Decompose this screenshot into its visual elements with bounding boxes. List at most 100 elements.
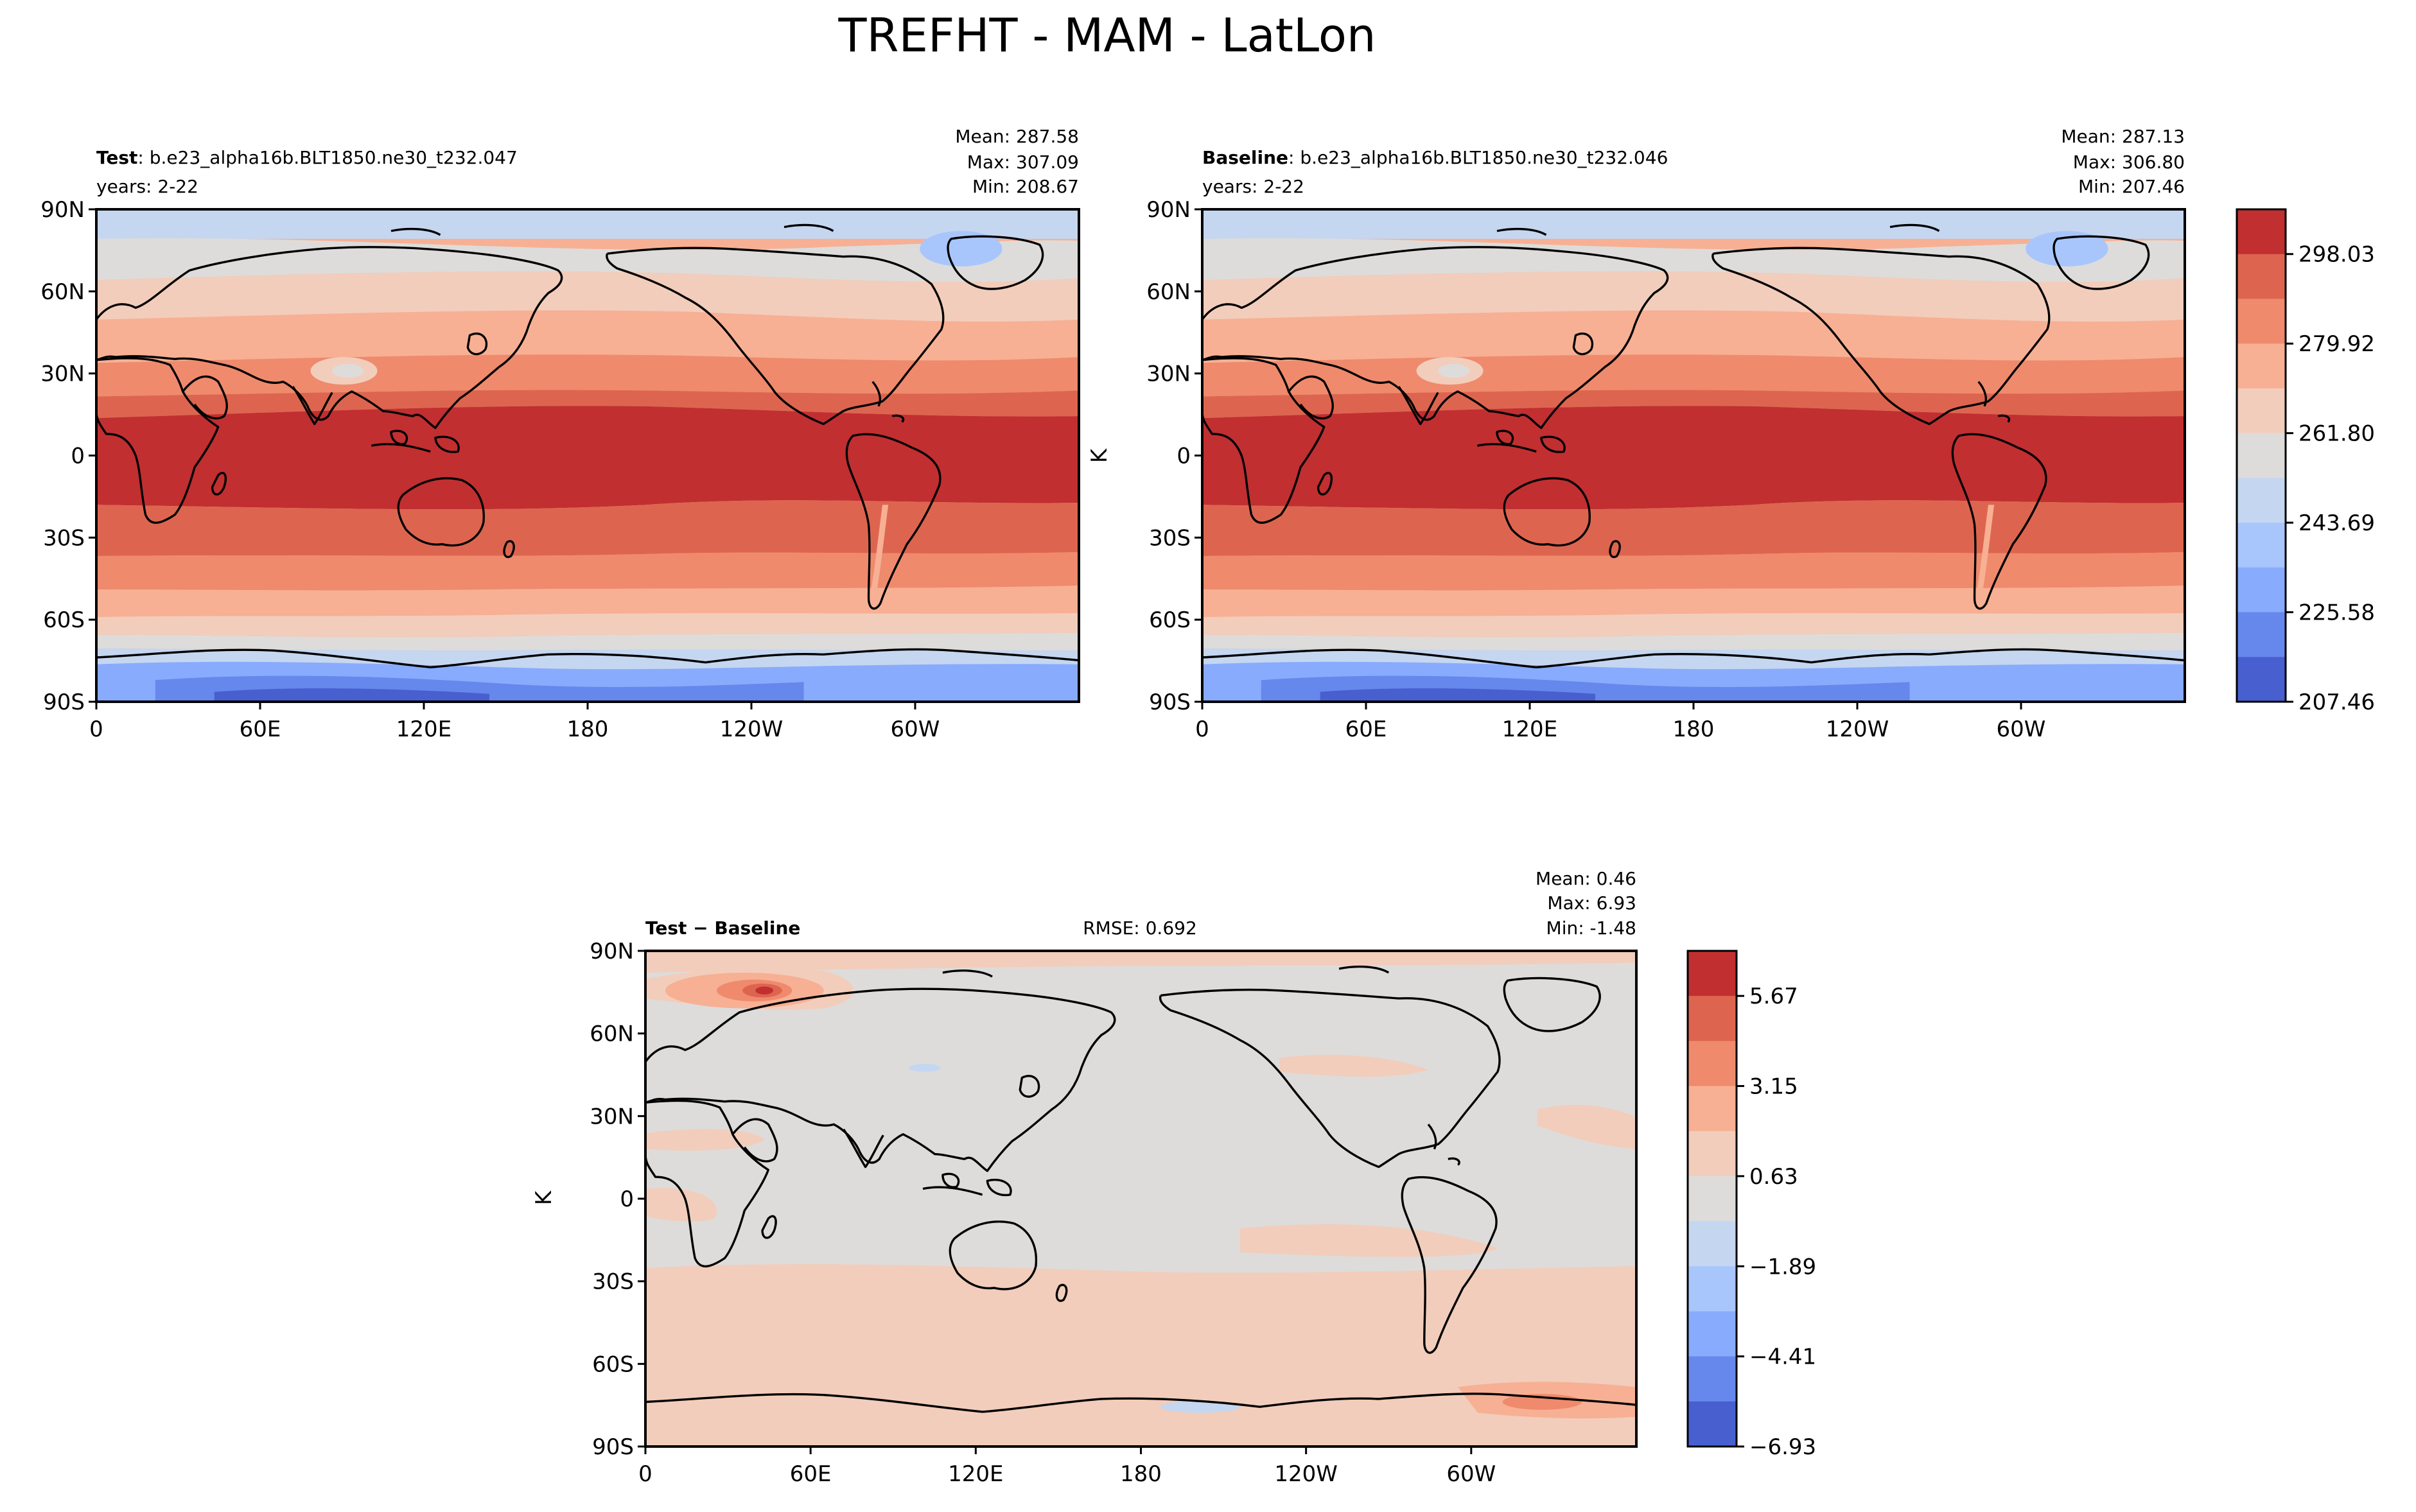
difference-colorbar-label: 3.15 bbox=[1749, 1074, 1798, 1100]
difference-colorbar-label: −6.93 bbox=[1749, 1434, 1816, 1460]
baseline-lat-tick-label: 60S bbox=[1149, 607, 1191, 633]
baseline-lon-tick-label: 60E bbox=[1345, 717, 1387, 742]
baseline-lat-tick-label: 60N bbox=[1146, 279, 1191, 305]
difference-lat-tick-label: 30N bbox=[590, 1104, 634, 1129]
test-lat-tick-label: 90S bbox=[43, 690, 85, 715]
test-lat-ticks: 90N 60N 30N 0 30S 60S 90S bbox=[40, 197, 96, 715]
difference-map bbox=[645, 951, 1636, 1447]
difference-label: Test − Baseline bbox=[645, 917, 800, 939]
baseline-colorbar-swatch bbox=[2237, 433, 2286, 478]
baseline-colorbar-swatch bbox=[2237, 612, 2286, 657]
test-lon-ticks: 0 60E 120E 180 120W 60W bbox=[89, 702, 940, 742]
difference-colorbar-swatch bbox=[1688, 996, 1737, 1041]
test-lon-tick-label: 60E bbox=[240, 717, 281, 742]
test-map bbox=[96, 209, 1079, 702]
difference-colorbar-label: 0.63 bbox=[1749, 1164, 1798, 1190]
difference-colorbar-swatch bbox=[1688, 1401, 1737, 1447]
baseline-colorbar-swatch bbox=[2237, 388, 2286, 434]
difference-colorbar-swatch bbox=[1688, 1311, 1737, 1357]
test-lon-tick-label: 120W bbox=[720, 717, 783, 742]
difference-colorbar-swatch bbox=[1688, 1131, 1737, 1177]
baseline-lat-tick-label: 30N bbox=[1146, 361, 1191, 387]
baseline-colorbar-swatch bbox=[2237, 657, 2286, 702]
test-label-bold: Test bbox=[96, 147, 137, 168]
baseline-colorbar-label: 261.80 bbox=[2298, 421, 2375, 447]
difference-min: Min: -1.48 bbox=[1546, 917, 1636, 939]
difference-colorbar-swatch bbox=[1688, 1041, 1737, 1087]
difference-lon-tick-label: 180 bbox=[1120, 1461, 1162, 1487]
difference-colorbar-swatch bbox=[1688, 1086, 1737, 1132]
difference-mean: Mean: 0.46 bbox=[1536, 868, 1636, 889]
difference-lon-ticks: 0 60E 120E 180 120W 60W bbox=[638, 1447, 1496, 1487]
baseline-colorbar: 298.03 279.92 261.80 243.69 225.58 207.46 bbox=[2236, 208, 2375, 715]
baseline-colorbar-swatch bbox=[2237, 478, 2286, 523]
baseline-run-label: Baseline: b.e23_alpha16b.BLT1850.ne30_t2… bbox=[1202, 147, 1668, 168]
difference-rmse: RMSE: 0.692 bbox=[1083, 917, 1197, 939]
baseline-label-case: : b.e23_alpha16b.BLT1850.ne30_t232.046 bbox=[1288, 147, 1668, 168]
test-lat-tick-label: 30N bbox=[40, 361, 85, 387]
baseline-colorbar-swatch bbox=[2237, 299, 2286, 344]
test-lon-tick-label: 120E bbox=[396, 717, 451, 742]
baseline-label-bold: Baseline bbox=[1202, 147, 1288, 168]
baseline-colorbar-label: 279.92 bbox=[2298, 331, 2375, 357]
difference-max: Max: 6.93 bbox=[1547, 892, 1636, 914]
difference-colorbar-swatch bbox=[1688, 951, 1737, 996]
difference-colorbar-swatch bbox=[1688, 1266, 1737, 1312]
baseline-colorbar-swatch bbox=[2237, 343, 2286, 389]
baseline-units-label: K bbox=[1087, 448, 1112, 463]
test-years: years: 2-22 bbox=[96, 176, 198, 197]
difference-label-baseline: Baseline bbox=[714, 917, 800, 939]
difference-colorbar-frame bbox=[1686, 950, 1738, 1448]
baseline-lat-ticks: 90N 60N 30N 0 30S 60S 90S bbox=[1146, 197, 1202, 715]
test-run-label: Test: b.e23_alpha16b.BLT1850.ne30_t232.0… bbox=[96, 147, 518, 168]
test-lon-tick-label: 0 bbox=[89, 717, 103, 742]
test-lon-tick-label: 60W bbox=[891, 717, 940, 742]
baseline-colorbar-label: 243.69 bbox=[2298, 510, 2375, 536]
difference-lon-tick-label: 0 bbox=[638, 1461, 652, 1487]
test-panel: 90N 60N 30N 0 30S 60S 90S 0 60E 120E 180 120W 60W T… bbox=[40, 126, 1080, 742]
difference-label-test: Test bbox=[645, 917, 687, 939]
test-label-case: : b.e23_alpha16b.BLT1850.ne30_t232.047 bbox=[137, 147, 517, 168]
baseline-lon-tick-label: 120E bbox=[1502, 717, 1557, 742]
difference-colorbar-label: −4.41 bbox=[1749, 1344, 1816, 1370]
difference-colorbar: 5.67 3.15 0.63 −1.89 −4.41 −6.93 bbox=[1686, 950, 1816, 1460]
difference-lat-tick-label: 30S bbox=[592, 1269, 634, 1295]
baseline-lon-tick-label: 180 bbox=[1673, 717, 1715, 742]
difference-colorbar-label: 5.67 bbox=[1749, 984, 1798, 1009]
baseline-min: Min: 207.46 bbox=[2078, 176, 2185, 197]
difference-lon-tick-label: 60W bbox=[1446, 1461, 1496, 1487]
test-lat-tick-label: 60N bbox=[40, 279, 85, 305]
difference-colorbar-swatch bbox=[1688, 1356, 1737, 1402]
baseline-map bbox=[1202, 209, 2185, 702]
baseline-colorbar-swatch bbox=[2237, 523, 2286, 568]
test-lat-tick-label: 0 bbox=[71, 444, 85, 469]
difference-lon-tick-label: 60E bbox=[790, 1461, 832, 1487]
difference-colorbar-label: −1.89 bbox=[1749, 1254, 1816, 1280]
difference-panel: 90N 60N 30N 0 30S 60S 90S 0 60E 120E 180 120W 60W K… bbox=[531, 868, 1638, 1487]
baseline-lon-tick-label: 120W bbox=[1826, 717, 1889, 742]
test-lat-tick-label: 30S bbox=[43, 525, 85, 551]
difference-lon-tick-label: 120E bbox=[948, 1461, 1003, 1487]
difference-lat-ticks: 90N 60N 30N 0 30S 60S 90S bbox=[590, 939, 645, 1460]
baseline-lon-ticks: 0 60E 120E 180 120W 60W bbox=[1195, 702, 2045, 742]
difference-label-sep: − bbox=[687, 917, 714, 939]
baseline-lat-tick-label: 30S bbox=[1149, 525, 1191, 551]
baseline-colorbar-swatch bbox=[2237, 254, 2286, 299]
difference-lat-tick-label: 90N bbox=[590, 939, 634, 964]
difference-lon-tick-label: 120W bbox=[1274, 1461, 1338, 1487]
baseline-lon-tick-label: 0 bbox=[1195, 717, 1209, 742]
baseline-lon-tick-label: 60W bbox=[1997, 717, 2046, 742]
baseline-colorbar-frame bbox=[2236, 208, 2287, 703]
baseline-lat-tick-label: 90N bbox=[1146, 197, 1191, 223]
test-min: Min: 208.67 bbox=[972, 176, 1079, 197]
difference-units-label: K bbox=[531, 1190, 557, 1205]
test-lon-tick-label: 180 bbox=[567, 717, 609, 742]
difference-lat-tick-label: 60S bbox=[592, 1351, 634, 1377]
test-mean: Mean: 287.58 bbox=[955, 126, 1079, 147]
difference-lat-tick-label: 90S bbox=[592, 1434, 634, 1460]
difference-colorbar-swatch bbox=[1688, 1176, 1737, 1222]
baseline-colorbar-label: 225.58 bbox=[2298, 600, 2375, 626]
baseline-panel: 90N 60N 30N 0 30S 60S 90S 0 60E 120E 180 120W 60W K… bbox=[1087, 126, 2186, 742]
baseline-lat-tick-label: 90S bbox=[1149, 690, 1191, 715]
